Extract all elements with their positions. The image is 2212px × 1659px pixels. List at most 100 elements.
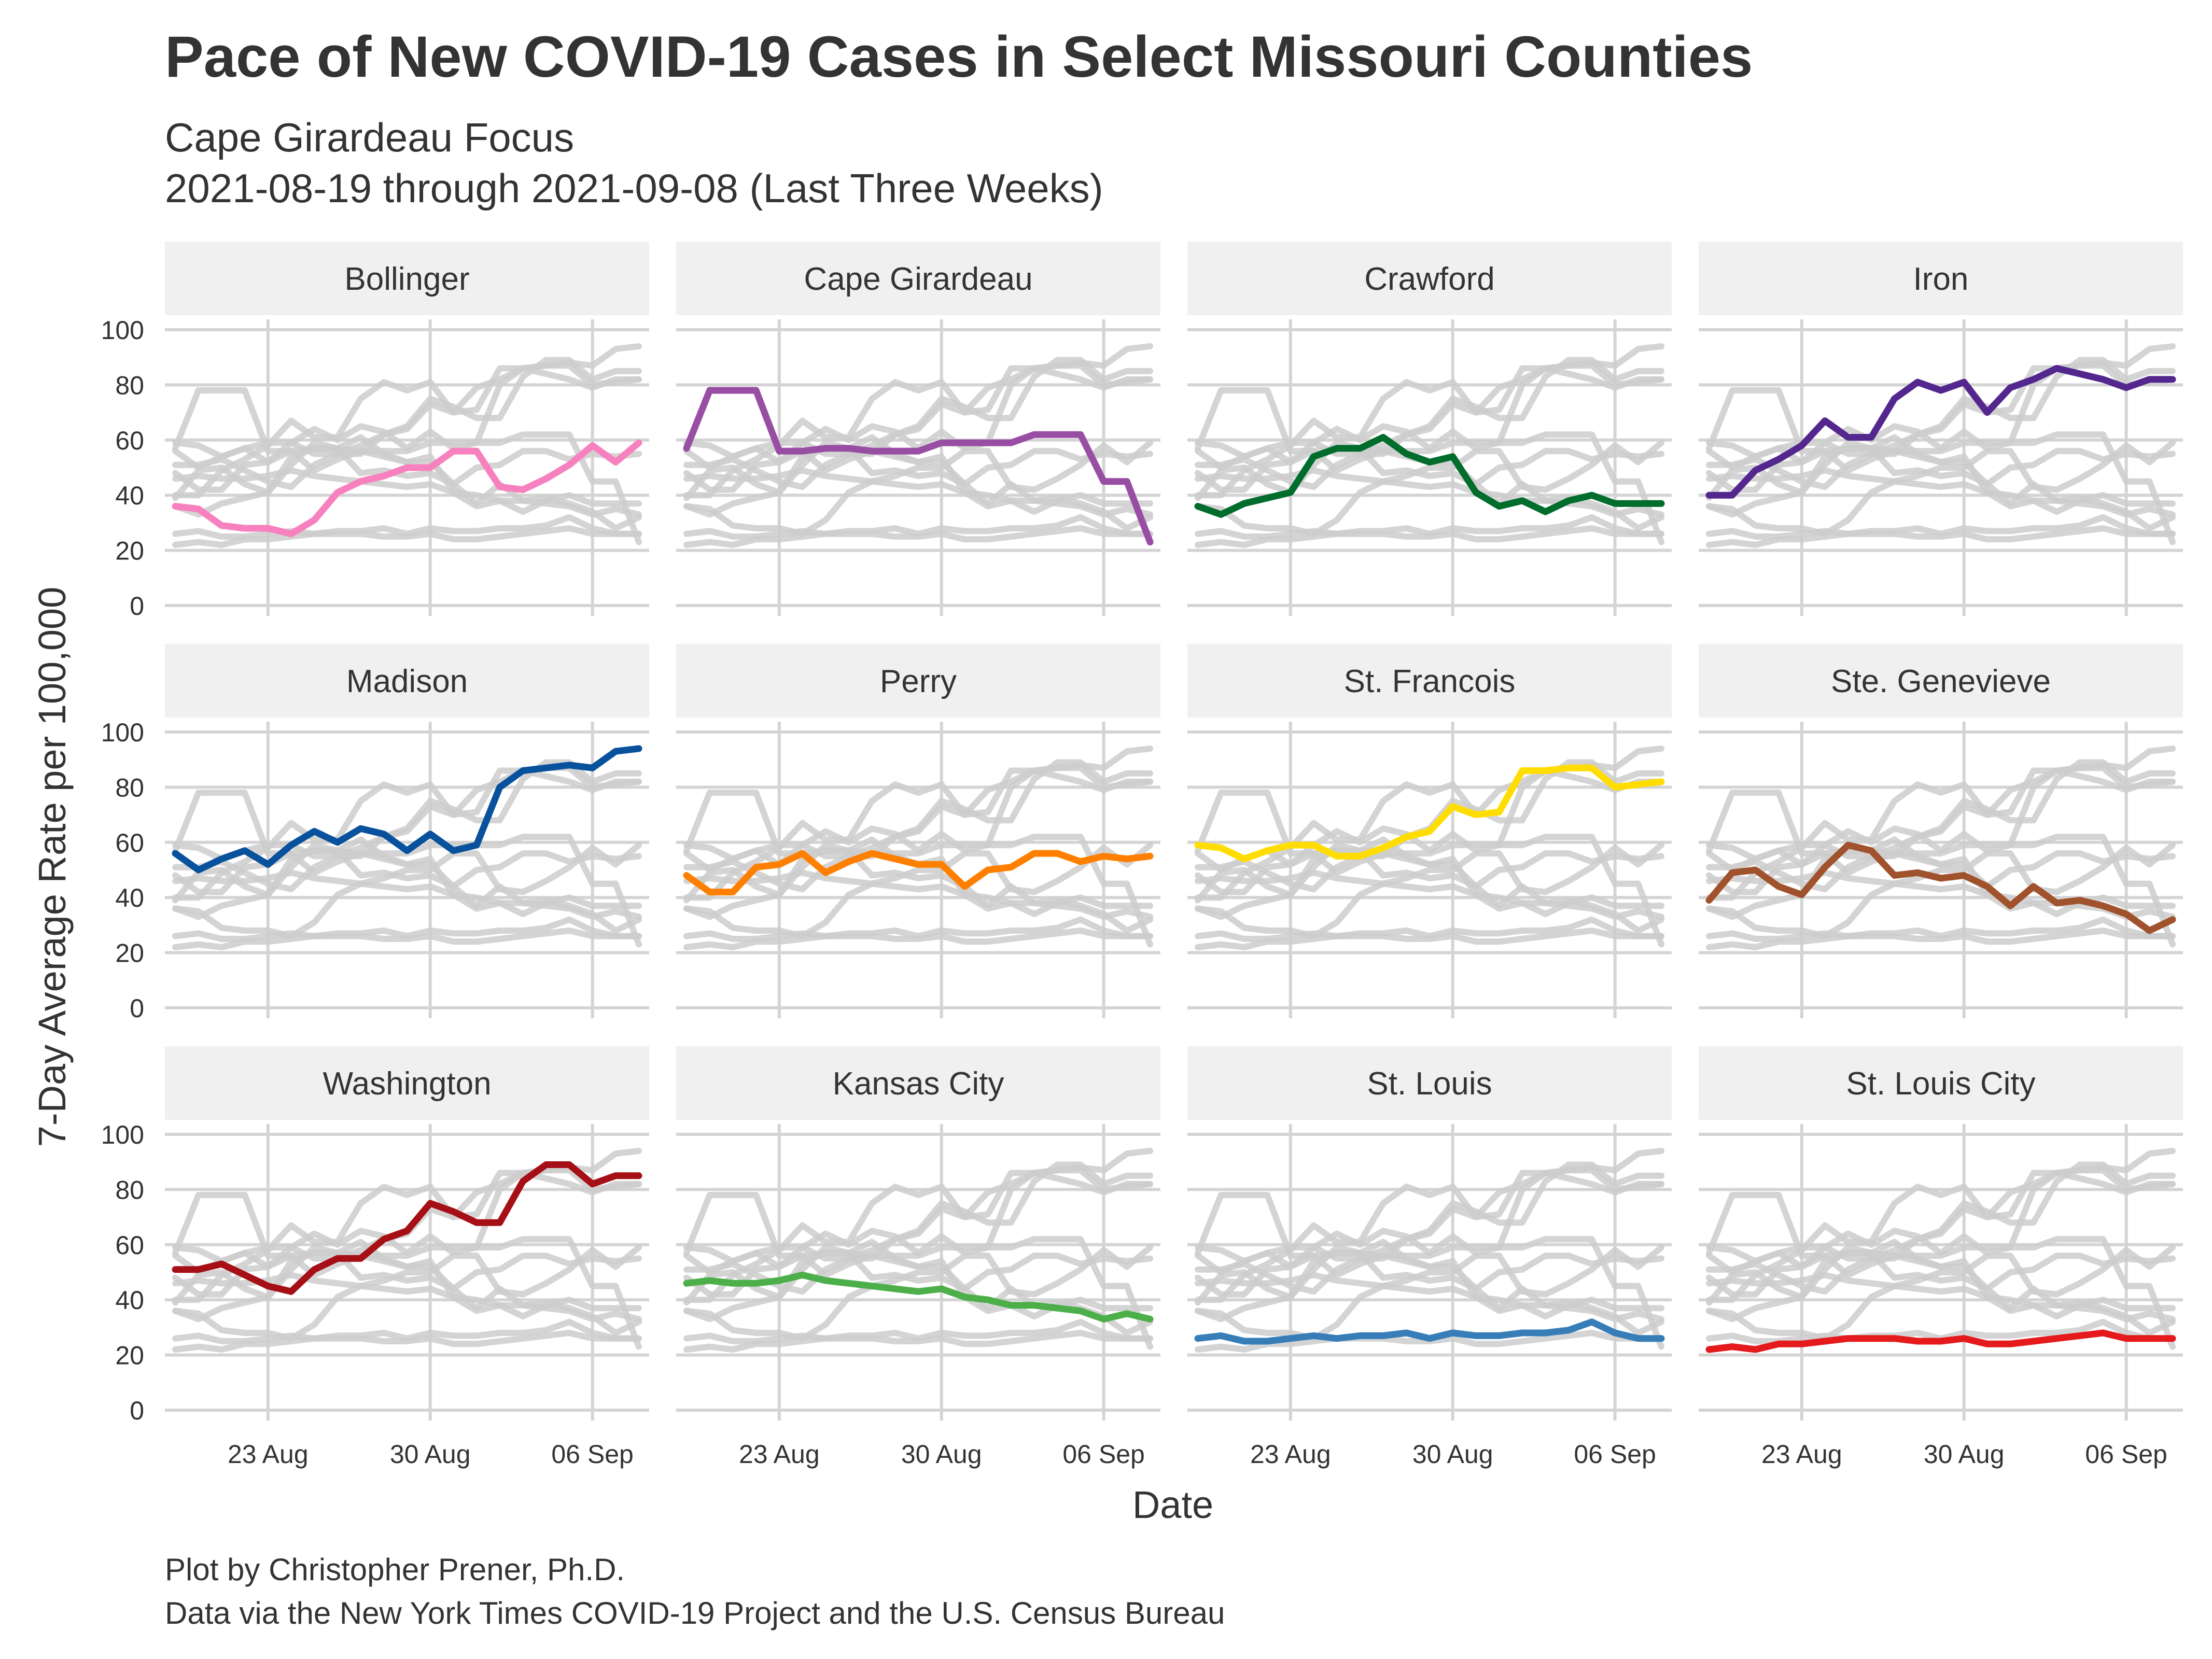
facet-strip-label: Crawford [1364,261,1495,297]
background-series-line [683,1253,1153,1298]
background-series-line [683,842,1153,934]
facet-strip-label: Ste. Genevieve [1831,664,2051,699]
background-series-line [1195,357,1664,490]
facet-panel: St. Louis City 23 Aug 30 Aug 06 Sep [1699,1046,2183,1469]
facet-panel: Washington 0 20 40 60 80 100 23 Aug 30 Aug 06 Sep [101,1046,649,1469]
y-tick-label: 0 [130,592,144,621]
facet-panel: St. Francois [1187,644,1672,1018]
background-series-line [683,927,1153,950]
background-series-line [1706,842,2176,939]
background-series-line [172,1244,642,1342]
y-tick-label: 20 [115,939,144,968]
background-series-line [1706,440,2176,537]
background-series-line [1706,850,2176,895]
background-series-line [172,440,642,531]
y-tick-label: 80 [115,773,144,802]
background-series-line [1706,1272,2176,1323]
background-series-line [1706,1161,2176,1295]
facet-strip-label: St. Louis [1367,1066,1492,1102]
y-tick-label: 40 [115,481,144,510]
highlight-series-line [1194,1318,1665,1345]
background-series-line [1706,1253,2176,1298]
background-series-line [172,1253,642,1298]
background-series-line [683,1330,1153,1353]
facet-strip-label: Iron [1913,261,1969,297]
y-tick-label: 80 [115,371,144,400]
background-series-line [683,1244,1153,1342]
y-tick-label: 20 [115,1341,144,1370]
x-tick-label: 23 Aug [1250,1440,1331,1469]
highlight-series-line [1705,1329,2176,1353]
x-tick-label: 30 Aug [901,1440,982,1469]
background-series-line [683,1244,1153,1336]
y-tick-label: 80 [115,1175,144,1204]
background-series-line [683,869,1153,920]
background-series-line [683,440,1153,531]
background-series-line [683,467,1153,518]
y-tick-label: 60 [115,828,144,857]
facet-strip-label: Washington [323,1066,491,1102]
x-tick-label: 30 Aug [1412,1440,1493,1469]
background-series-line [683,1161,1153,1295]
background-series-line [1706,448,2176,493]
background-series-line [1706,1244,2176,1342]
background-series-line [1195,1244,1664,1342]
background-series-line [683,448,1153,493]
highlight-series-line [172,745,642,874]
facet-strip-label: Perry [880,664,957,699]
facet-strip-label: Madison [346,664,468,699]
background-series-line [172,357,642,490]
x-tick-label: 23 Aug [1761,1440,1842,1469]
background-series-line [1195,1161,1664,1295]
facet-panels: Bollinger 0 20 40 60 80 100 Cape Girardeau Crawf… [101,242,2183,1469]
highlight-series-line [683,387,1154,546]
background-series-line [1706,927,2176,950]
facet-panel: Iron [1699,242,2183,616]
background-series-line [1195,525,1664,548]
background-series-line [1706,357,2176,490]
background-series-line [172,850,642,895]
background-series-line [172,842,642,939]
facet-strip-label: Bollinger [344,261,469,297]
background-series-line [1706,759,2176,893]
background-series-line [1195,440,1664,531]
background-series-line [1195,440,1664,537]
background-series-line [1706,525,2176,548]
background-series-line [172,1244,642,1336]
background-series-line [172,1330,642,1353]
background-series-line [1195,1253,1664,1298]
background-series-line [172,869,642,920]
chart-title: Pace of New COVID-19 Cases in Select Mis… [165,24,1753,89]
facet-strip-label: St. Louis City [1846,1066,2035,1102]
facet-strip-label: Kansas City [833,1066,1004,1102]
background-series-line [1706,869,2176,920]
x-tick-label: 23 Aug [228,1440,309,1469]
y-tick-label: 20 [115,537,144,566]
facet-panel: Perry [676,644,1160,1018]
highlight-series-line [1705,841,2176,934]
background-series-line [1195,1272,1664,1323]
caption-line2: Data via the New York Times COVID-19 Pro… [165,1596,1225,1630]
facet-panel: Madison 0 20 40 60 80 100 [101,644,649,1023]
caption-line1: Plot by Christopher Prener, Ph.D. [165,1552,625,1587]
facet-strip [1699,1046,2183,1120]
y-tick-label: 40 [115,883,144,912]
highlight-series-line [1705,365,2176,499]
facet-panel: St. Louis 23 Aug 30 Aug 06 Sep [1187,1046,1672,1469]
facet-strip [1187,644,1672,718]
y-tick-label: 100 [101,718,144,747]
background-series-line [683,759,1153,893]
background-series-line [172,842,642,934]
x-tick-label: 30 Aug [390,1440,471,1469]
x-tick-label: 06 Sep [2085,1440,2167,1469]
facet-strip [1187,1046,1672,1120]
background-series-line [1195,927,1664,950]
y-tick-label: 60 [115,1231,144,1260]
background-series-line [172,467,642,518]
facet-strip [1187,242,1672,315]
facet-panel: Kansas City 23 Aug 30 Aug 06 Sep [676,1046,1160,1469]
background-series-line [1706,440,2176,531]
background-series-line [1195,850,1664,895]
facet-strip [676,1046,1160,1120]
